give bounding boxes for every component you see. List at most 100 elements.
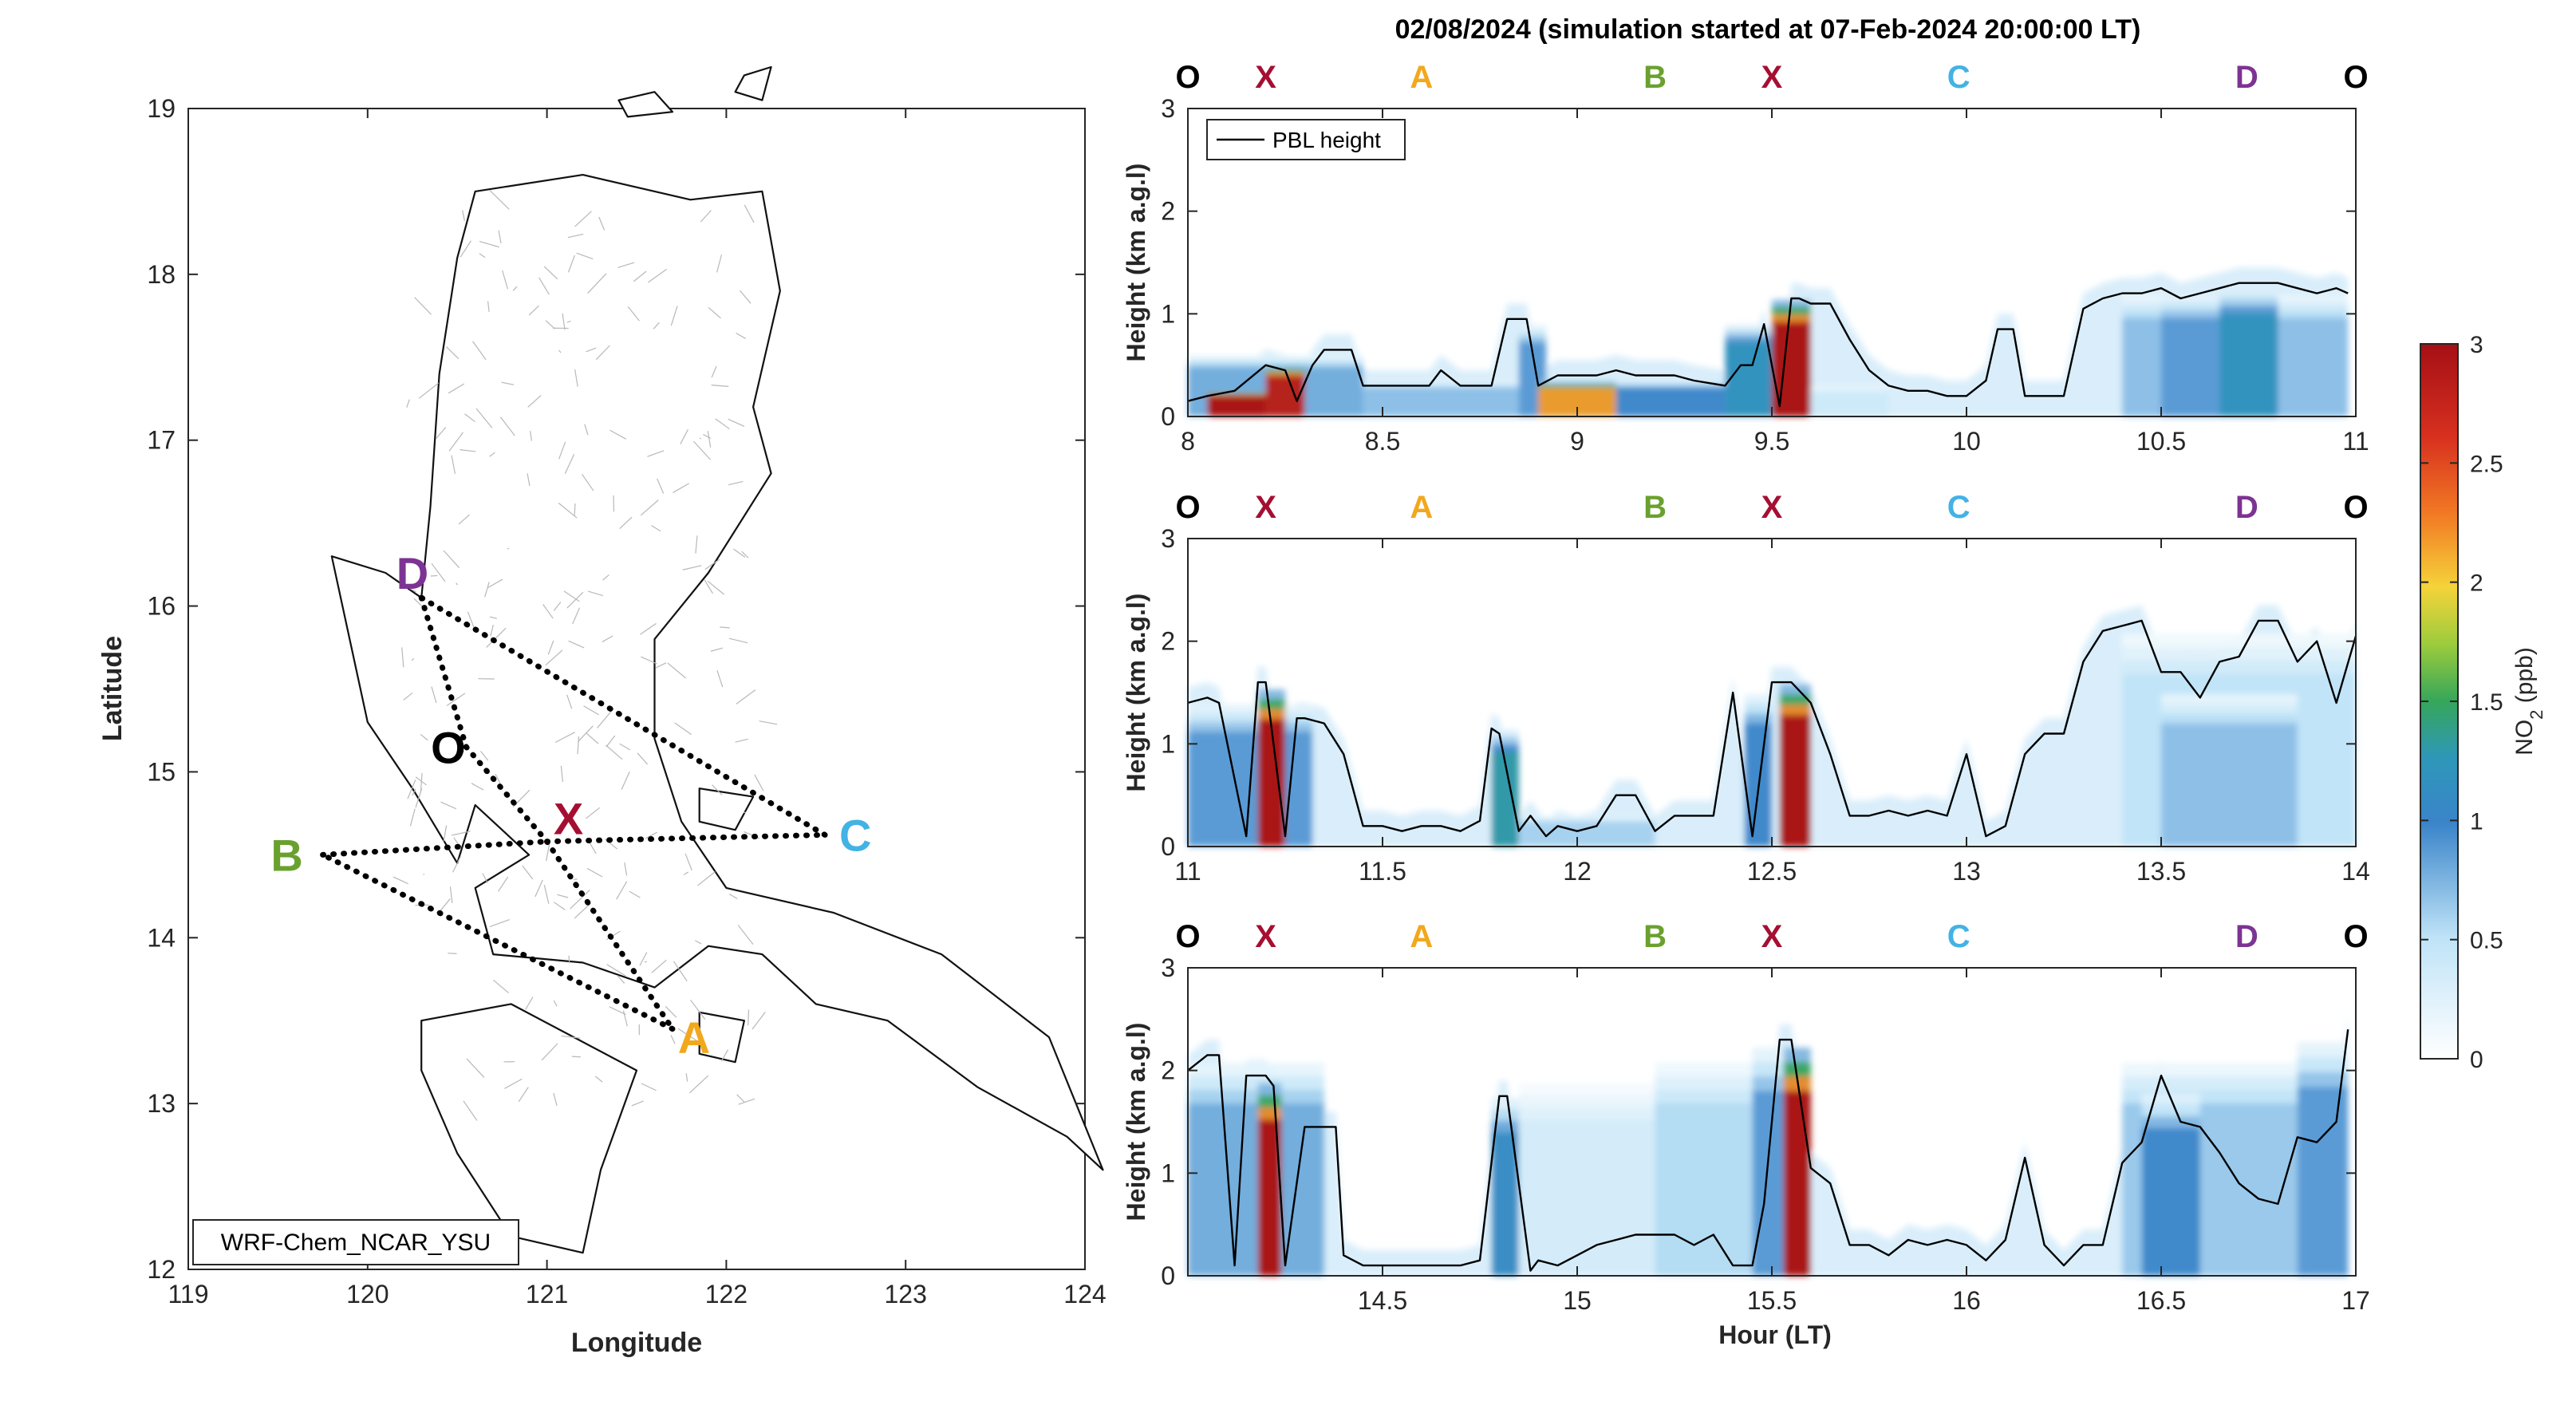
boundary-line (577, 725, 594, 743)
boundary-line (431, 686, 437, 704)
boundary-line (710, 647, 723, 652)
boundary-line (645, 831, 657, 839)
boundary-line (728, 637, 748, 644)
map-y-tick-label: 19 (147, 94, 176, 123)
no2-blob (1779, 715, 1811, 847)
boundary-line (711, 385, 729, 387)
curtain-panel-3: 14.5 15 15.5 16 16.5 17 0 1 2 3 Height (km a.g.l) O… (1122, 919, 2370, 1315)
boundary-line (501, 381, 515, 385)
map-land (330, 65, 1104, 1254)
waypoint-label-x: X (1761, 490, 1783, 525)
site-label-a: A (678, 1012, 710, 1063)
boundary-line (711, 365, 717, 378)
boundary-line (609, 429, 627, 440)
y-tick-label: 1 (1161, 1158, 1175, 1187)
colorbar-label-main: NO (2511, 720, 2538, 756)
x-tick-label: 16 (1952, 1286, 1981, 1315)
colorbar-tick-label: 1.5 (2470, 689, 2503, 716)
boundary-line (647, 268, 668, 283)
map-y-tick-label: 17 (147, 426, 176, 455)
boundary-line (598, 216, 606, 231)
boundary-line (631, 1100, 644, 1107)
landmass-5 (734, 65, 772, 101)
colorbar-label: NO2 (ppb) (2511, 647, 2546, 756)
boundary-line (446, 693, 466, 707)
figure-title: 02/08/2024 (simulation started at 07-Feb… (1395, 14, 2141, 45)
y-tick-label: 1 (1161, 299, 1175, 328)
boundary-line (741, 551, 749, 558)
x-tick-label: 9 (1570, 427, 1584, 456)
map-y-tick-label: 14 (147, 923, 176, 952)
waypoint-label-x: X (1255, 919, 1276, 954)
x-tick-label: 8 (1181, 427, 1195, 456)
map-x-tick-label: 121 (526, 1280, 568, 1308)
boundary-line (644, 961, 648, 963)
boundary-line (538, 277, 550, 295)
boundary-line (553, 602, 562, 611)
boundary-line (406, 399, 410, 408)
boundary-line (448, 383, 465, 394)
boundary-line (452, 750, 464, 761)
boundary-line (655, 662, 667, 669)
boundary-line (451, 831, 471, 836)
x-tick-label: 14.5 (1358, 1286, 1407, 1315)
x-tick-label: 9.5 (1754, 427, 1789, 456)
boundary-line (576, 252, 594, 260)
boundary-line (619, 516, 633, 529)
site-label-d: D (396, 548, 428, 598)
boundary-line (564, 454, 575, 474)
waypoint-label-a: A (1410, 490, 1433, 525)
boundary-line (543, 885, 550, 904)
boundary-line (624, 862, 628, 876)
y-tick-label: 2 (1161, 197, 1175, 226)
boundary-line (685, 1073, 688, 1082)
colorbar-tick-label: 2 (2470, 570, 2483, 597)
boundary-line (570, 889, 590, 910)
boundary-line (512, 286, 518, 291)
boundary-line (566, 591, 584, 609)
x-tick-label: 11.5 (1359, 857, 1406, 886)
colorbar-ticks: 0 0.5 1 1.5 2 2.5 3 (2420, 332, 2503, 1073)
y-tick-label: 1 (1161, 729, 1175, 758)
boundary-line (566, 694, 573, 709)
boundary-line (665, 1005, 677, 1018)
y-axis-label: Height (km a.g.l) (1122, 164, 1150, 362)
waypoint-label-o: O (2343, 919, 2368, 954)
boundary-line (462, 210, 465, 221)
boundary-line (535, 879, 543, 898)
boundary-line (639, 952, 648, 966)
y-axis-label: Height (km a.g.l) (1122, 1023, 1150, 1222)
waypoint-label-x: X (1255, 490, 1276, 525)
map-y-tick-label: 16 (147, 592, 176, 621)
boundary-line (527, 395, 542, 408)
colorbar-label-sub: 2 (2527, 710, 2546, 720)
boundary-line (554, 732, 575, 744)
boundary-line (621, 771, 630, 790)
boundary-line (574, 902, 591, 919)
waypoint-label-c: C (1947, 919, 1970, 954)
y-tick-label: 2 (1161, 1056, 1175, 1085)
boundary-line (414, 297, 432, 315)
y-tick-label: 0 (1161, 1261, 1175, 1290)
map-x-tick-label: 120 (346, 1280, 389, 1308)
boundary-line (716, 670, 724, 688)
boundary-line (568, 640, 585, 649)
boundary-line (404, 586, 416, 593)
boundary-line (463, 1100, 478, 1121)
boundary-line (507, 547, 510, 550)
boundary-line (707, 580, 725, 595)
boundary-line (748, 1009, 750, 1026)
waypoint-label-b: B (1643, 919, 1667, 954)
boundary-line (489, 190, 510, 210)
boundary-line (693, 440, 711, 460)
boundary-line (695, 535, 698, 554)
boundary-line (641, 1083, 657, 1091)
x-tick-label: 11 (1174, 857, 1201, 886)
boundary-line (715, 418, 730, 430)
boundary-line (448, 432, 464, 452)
boundary-line (545, 649, 563, 666)
boundary-line (673, 483, 689, 493)
boundary-line (464, 413, 475, 423)
boundary-line (489, 452, 495, 457)
map-sites: D O X B C A (270, 548, 871, 1063)
